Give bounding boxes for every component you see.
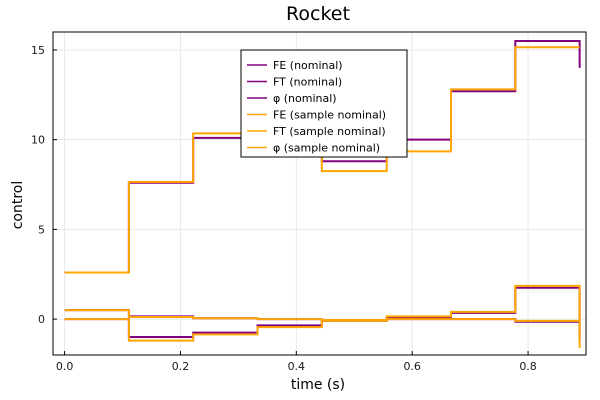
series-layer: [64, 39, 581, 348]
y-tick-label: 15: [31, 44, 45, 57]
x-tick-label: 0.0: [56, 360, 74, 373]
plot-frame: [52, 31, 587, 356]
x-axis: 0.0 0.2 0.4 0.6 0.8: [56, 351, 537, 373]
legend-entry-5: φ (sample nominal): [273, 142, 380, 155]
y-tick-label: 0: [38, 313, 45, 326]
x-tick-label: 0.8: [519, 360, 537, 373]
x-tick-label: 0.2: [172, 360, 190, 373]
legend-box: [240, 49, 408, 158]
legend-entry-3: FE (sample nominal): [273, 109, 386, 122]
x-tick-label: 0.4: [288, 360, 306, 373]
legend-entry-2: φ (nominal): [273, 92, 337, 105]
y-tick-label: 10: [31, 134, 45, 147]
y-tick-label: 5: [38, 223, 45, 236]
y-axis-label: control: [10, 181, 26, 230]
series-line-3: [64, 46, 580, 274]
x-tick-label: 0.6: [403, 360, 421, 373]
series-line-5: [64, 309, 580, 322]
series-line-1: [64, 286, 581, 341]
x-axis-label: time (s): [291, 377, 345, 393]
legend-entry-1: FT (nominal): [273, 76, 342, 89]
legend: FE (nominal) FT (nominal) φ (nominal) FE (s…: [240, 49, 408, 158]
legend-entry-0: FE (nominal): [273, 59, 343, 72]
chart-title: Rocket: [286, 3, 350, 25]
legend-entry-4: FT (sample nominal): [273, 125, 386, 138]
y-axis: 0 5 10 15: [31, 44, 57, 326]
